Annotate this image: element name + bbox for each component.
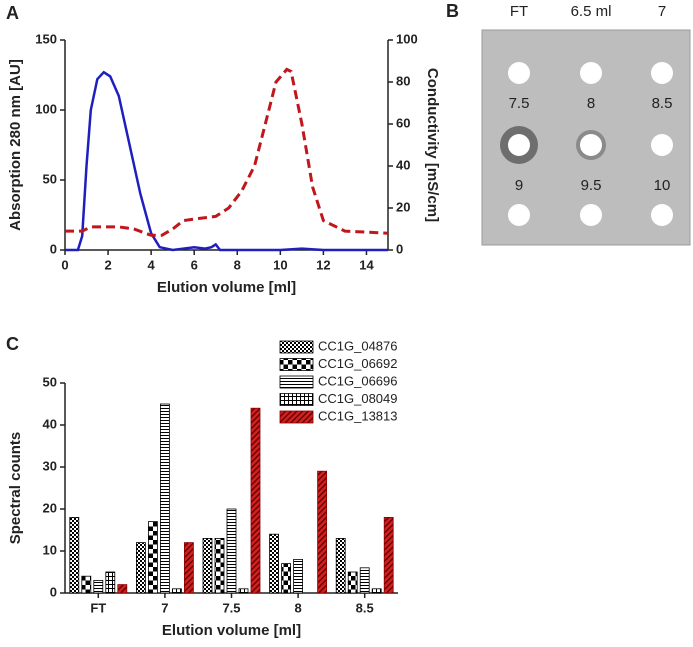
series-line xyxy=(65,67,389,237)
well xyxy=(651,134,673,156)
x-tick-label: 7 xyxy=(161,600,168,615)
well-label: 8 xyxy=(587,95,595,112)
legend-swatch xyxy=(279,410,314,424)
bar xyxy=(183,542,194,594)
bar xyxy=(69,517,80,594)
well xyxy=(651,62,673,84)
bar xyxy=(317,470,328,594)
bar xyxy=(147,521,158,594)
well-label: 6.5 ml xyxy=(571,3,612,20)
x-tick-label: 10 xyxy=(273,257,287,272)
bar xyxy=(335,538,346,594)
x-tick-label: 4 xyxy=(148,257,156,272)
x-tick-label: 8 xyxy=(294,600,301,615)
well-label: 7.5 xyxy=(509,95,530,112)
bar xyxy=(105,571,116,594)
y-tick-label: 50 xyxy=(43,374,57,389)
y2-tick-label: 100 xyxy=(396,31,418,46)
y2-tick-label: 80 xyxy=(396,73,410,88)
bar xyxy=(159,403,170,594)
y-axis-title: Absorption 280 nm [AU] xyxy=(7,59,24,231)
y2-axis-title: Conductivity [mS/cm] xyxy=(424,68,441,222)
well-label: 7 xyxy=(658,3,666,20)
well xyxy=(580,62,602,84)
y-tick-label: 40 xyxy=(43,416,57,431)
legend-swatch xyxy=(279,340,314,354)
legend-swatch xyxy=(279,393,314,406)
y-tick-label: 0 xyxy=(50,584,57,599)
bar xyxy=(171,588,182,594)
bar xyxy=(347,571,358,594)
y-tick-label: 10 xyxy=(43,542,57,557)
x-axis-title: Elution volume [ml] xyxy=(162,622,301,639)
legend-label: CC1G_04876 xyxy=(318,338,398,353)
panel-label: C xyxy=(6,334,19,354)
series-line xyxy=(65,70,388,252)
bar xyxy=(81,575,92,594)
bar xyxy=(117,584,128,594)
legend-label: CC1G_06692 xyxy=(318,356,398,371)
bar xyxy=(293,559,304,594)
y2-tick-label: 60 xyxy=(396,115,410,130)
y2-tick-label: 20 xyxy=(396,199,410,214)
x-tick-label: 14 xyxy=(359,257,374,272)
well xyxy=(651,204,673,226)
bar xyxy=(269,533,280,594)
well xyxy=(508,134,530,156)
panel-label: A xyxy=(6,3,19,23)
x-tick-label: 8.5 xyxy=(356,600,374,615)
y-tick-label: 0 xyxy=(50,241,57,256)
legend-label: CC1G_08049 xyxy=(318,391,398,406)
bar xyxy=(226,508,237,594)
legend-label: CC1G_13813 xyxy=(318,408,398,423)
x-axis-title: Elution volume [ml] xyxy=(157,279,296,296)
y-tick-label: 30 xyxy=(43,458,57,473)
bar xyxy=(238,588,249,594)
x-tick-label: FT xyxy=(90,600,106,615)
legend-swatch xyxy=(279,358,314,371)
well xyxy=(508,62,530,84)
bar xyxy=(359,567,370,594)
legend-label: CC1G_06696 xyxy=(318,373,398,388)
y2-tick-label: 40 xyxy=(396,157,410,172)
y2-tick-label: 0 xyxy=(396,241,403,256)
x-tick-label: 0 xyxy=(61,257,68,272)
bar xyxy=(202,538,213,594)
well xyxy=(508,204,530,226)
x-tick-label: 7.5 xyxy=(222,600,240,615)
well xyxy=(580,204,602,226)
bar xyxy=(250,407,261,594)
bar xyxy=(383,517,394,594)
well-label: 9.5 xyxy=(581,177,602,194)
plate-panel: B FT 6.5 ml 7 7.5 8 8.5 9 9.5 10 xyxy=(446,1,691,246)
y-axis-title: Spectral counts xyxy=(7,432,24,545)
bar xyxy=(281,563,292,594)
x-tick-label: 8 xyxy=(234,257,241,272)
well-label: 9 xyxy=(515,177,523,194)
well-label: 10 xyxy=(654,177,671,194)
bar xyxy=(214,538,225,594)
y-tick-label: 50 xyxy=(43,171,57,186)
legend-swatch xyxy=(279,375,314,389)
bar xyxy=(135,542,146,594)
bar xyxy=(371,588,382,594)
wells: FT 6.5 ml 7 7.5 8 8.5 9 9.5 10 xyxy=(500,3,673,226)
x-tick-label: 2 xyxy=(104,257,111,272)
x-tick-label: 12 xyxy=(316,257,330,272)
panel-label: B xyxy=(446,1,459,21)
well-label: 8.5 xyxy=(652,95,673,112)
well xyxy=(580,134,602,156)
y-tick-label: 100 xyxy=(35,101,57,116)
y-tick-label: 150 xyxy=(35,31,57,46)
bar xyxy=(93,580,104,594)
well-label: FT xyxy=(510,3,528,20)
y-tick-label: 20 xyxy=(43,500,57,515)
x-tick-label: 6 xyxy=(191,257,198,272)
